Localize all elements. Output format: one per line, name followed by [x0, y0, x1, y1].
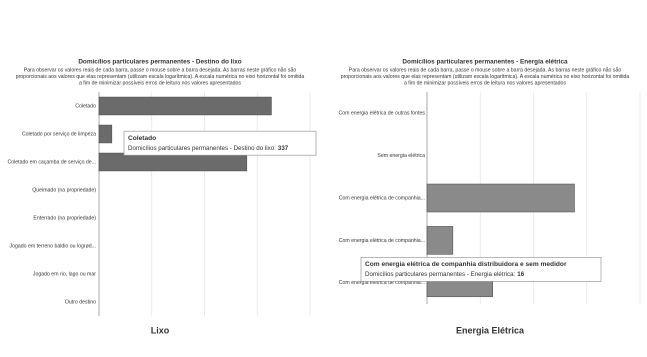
y-tick-label: Enterrado (na propriedade) — [33, 215, 96, 221]
chart-subtitle: Para observar os valores reais de cada b… — [349, 67, 622, 73]
tooltip-label: Domicílios particulares permanentes - De… — [128, 145, 276, 152]
tooltip-box — [123, 130, 317, 156]
tooltip-title: Com energia elétrica de companhia distri… — [365, 261, 567, 268]
tooltip-label: Domicílios particulares permanentes - En… — [365, 271, 516, 278]
chart-subtitle: a fim de minimizar possíveis erros de le… — [404, 81, 566, 87]
tooltip-title: Coletado — [128, 135, 156, 142]
chart: Domicílios particulares permanentes - De… — [7, 59, 317, 335]
bar — [98, 152, 248, 172]
y-tick-label: Sem energia elétrica — [377, 153, 425, 159]
chart-title: Domicílios particulares permanentes - En… — [402, 59, 568, 66]
bar — [426, 226, 454, 255]
chart-subtitle: proporcionais aos valores que elas repre… — [341, 74, 630, 80]
chart: Domicílios particulares permanentes - En… — [338, 59, 641, 335]
y-tick-label: Jogado em terreno baldio ou logrød... — [9, 243, 96, 249]
bar — [98, 96, 272, 116]
tooltip: Coletado Domicílios particulares permanen… — [123, 130, 317, 156]
chart-subtitle: a fim de minimizar possíveis erros de le… — [79, 81, 241, 87]
y-tick-label: Com energia elétrica de outras fontes — [338, 111, 425, 117]
tooltip-value: 337 — [278, 145, 289, 152]
y-tick-label: Coletado — [75, 103, 96, 109]
y-tick-label: Com energia elétrica de companhia... — [339, 238, 425, 244]
y-tick-label: Com energia elétrica de companhia... — [339, 280, 425, 286]
y-tick-label: Queimado (na propriedade) — [32, 187, 96, 193]
chart-subtitle: proporcionais aos valores que elas repre… — [16, 74, 305, 80]
chart-caption: Energia Elétrica — [456, 325, 525, 335]
tooltip-value: 16 — [517, 271, 524, 278]
y-tick-label: Com energia elétrica de companhia... — [339, 195, 425, 201]
tooltip-box — [360, 257, 602, 282]
bar — [98, 124, 113, 144]
chart-subtitle: Para observar os valores reais de cada b… — [24, 67, 297, 73]
y-tick-label: Jogado em rio, lago ou mar — [33, 271, 96, 277]
bar — [426, 183, 575, 213]
chart-title: Domicílios particulares permanentes - De… — [78, 59, 241, 66]
chart-caption: Lixo — [151, 325, 170, 335]
y-tick-label: Coletado em caçamba de serviço de... — [7, 159, 96, 165]
y-tick-label: Coletado por serviço de limpeza — [22, 131, 96, 137]
y-tick-label: Outro destino — [65, 299, 96, 305]
tooltip: Com energia elétrica de companhia distri… — [360, 257, 602, 282]
